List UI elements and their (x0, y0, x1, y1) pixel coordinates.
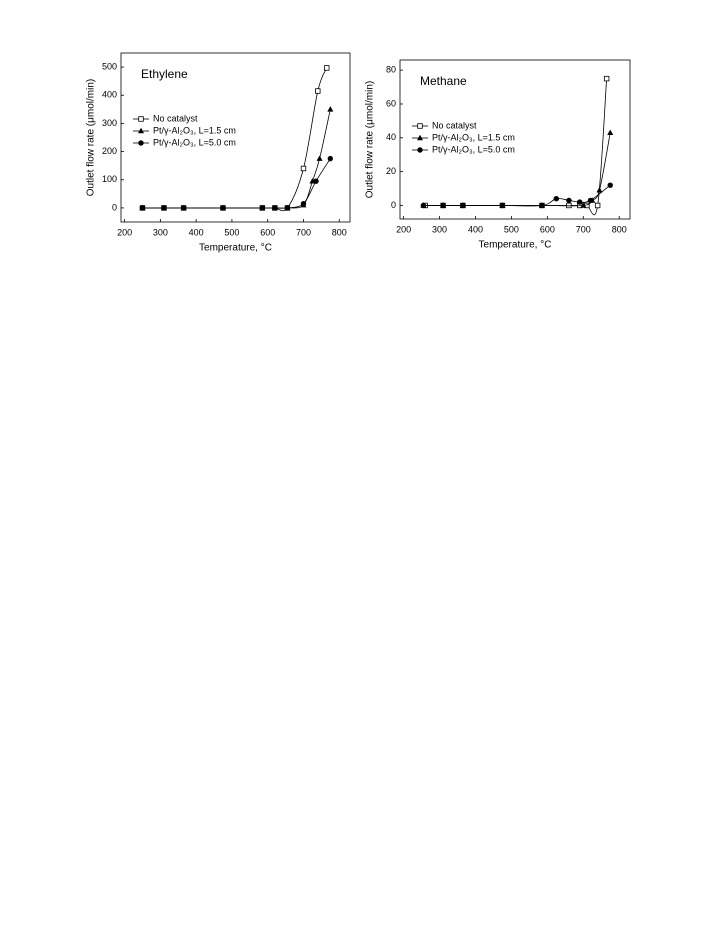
marker (324, 65, 330, 71)
series-line (142, 109, 331, 209)
marker (284, 205, 291, 211)
marker (417, 147, 423, 153)
marker (327, 155, 334, 162)
x-tick-label: 800 (332, 227, 347, 237)
x-axis-label: Temperature, °C (479, 240, 552, 251)
marker (300, 200, 307, 207)
marker (327, 106, 334, 112)
x-tick-label: 300 (432, 224, 447, 234)
marker (259, 205, 266, 211)
legend-label: No catalyst (432, 120, 477, 130)
marker (420, 202, 427, 209)
marker (315, 88, 321, 94)
plot-frame (399, 59, 631, 220)
marker (417, 134, 423, 141)
x-tick-label: 500 (224, 227, 239, 237)
marker (607, 129, 614, 136)
y-tick-label: 0 (391, 200, 396, 210)
marker (499, 202, 506, 209)
marker (553, 196, 560, 202)
marker (300, 165, 307, 172)
series-line (423, 184, 611, 207)
x-tick-label: 400 (468, 224, 483, 234)
x-tick-label: 400 (189, 227, 204, 237)
marker (603, 75, 610, 82)
marker (440, 202, 446, 209)
figure: 200 300 400 500 600 700 8000100200300400500Eth… (86, 52, 631, 254)
legend-label: Pt/γ-Al₂O₃, L=5.0 cm (153, 137, 236, 147)
x-tick-label: 200 (396, 224, 411, 234)
x-tick-label: 700 (576, 224, 591, 234)
marker (539, 202, 545, 209)
y-tick-label: 80 (386, 65, 396, 75)
legend-label: Pt/γ-Al₂O₃, L=1.5 cm (153, 125, 236, 135)
marker (596, 187, 603, 193)
y-axis-label: Outlet flow rate (μmol/min) (86, 79, 97, 196)
x-tick-label: 200 (117, 227, 132, 237)
marker (316, 155, 323, 161)
legend-label: Pt/γ-Al₂O₃, L=5.0 cm (432, 144, 515, 154)
marker (161, 205, 167, 211)
marker (580, 202, 587, 208)
marker (272, 205, 278, 211)
series-line (142, 158, 331, 209)
x-tick-label: 800 (612, 224, 627, 234)
chart-title: Ethylene (141, 67, 188, 81)
chart-title: Methane (420, 74, 467, 88)
y-tick-label: 20 (386, 166, 396, 176)
x-tick-label: 300 (153, 227, 168, 237)
y-axis-label: Outlet flow rate (μmol/min) (365, 81, 376, 198)
x-axis-label: Temperature, °C (199, 243, 272, 254)
plot-frame (120, 52, 351, 223)
legend-label: Pt/γ-Al₂O₃, L=1.5 cm (432, 132, 515, 142)
marker (587, 197, 594, 204)
y-tick-label: 60 (386, 98, 396, 108)
y-tick-label: 40 (386, 132, 396, 142)
x-tick-label: 600 (260, 227, 275, 237)
marker (139, 205, 146, 211)
marker (576, 199, 583, 205)
marker (220, 205, 226, 211)
x-tick-label: 600 (540, 224, 555, 234)
y-tick-label: 500 (102, 61, 117, 71)
marker (138, 140, 144, 146)
marker (607, 182, 613, 188)
y-tick-label: 200 (102, 146, 117, 156)
y-tick-label: 400 (102, 90, 117, 100)
marker (566, 197, 572, 204)
y-tick-label: 0 (112, 202, 117, 212)
legend-label: No catalyst (153, 113, 198, 123)
x-tick-label: 500 (504, 224, 519, 234)
x-tick-label: 700 (296, 227, 311, 237)
marker (313, 178, 319, 184)
y-tick-label: 300 (102, 118, 117, 128)
marker (180, 205, 187, 211)
marker (138, 116, 144, 122)
marker (138, 127, 144, 134)
y-tick-label: 100 (102, 174, 117, 184)
marker (417, 123, 423, 129)
marker (594, 202, 601, 209)
marker (460, 202, 466, 209)
